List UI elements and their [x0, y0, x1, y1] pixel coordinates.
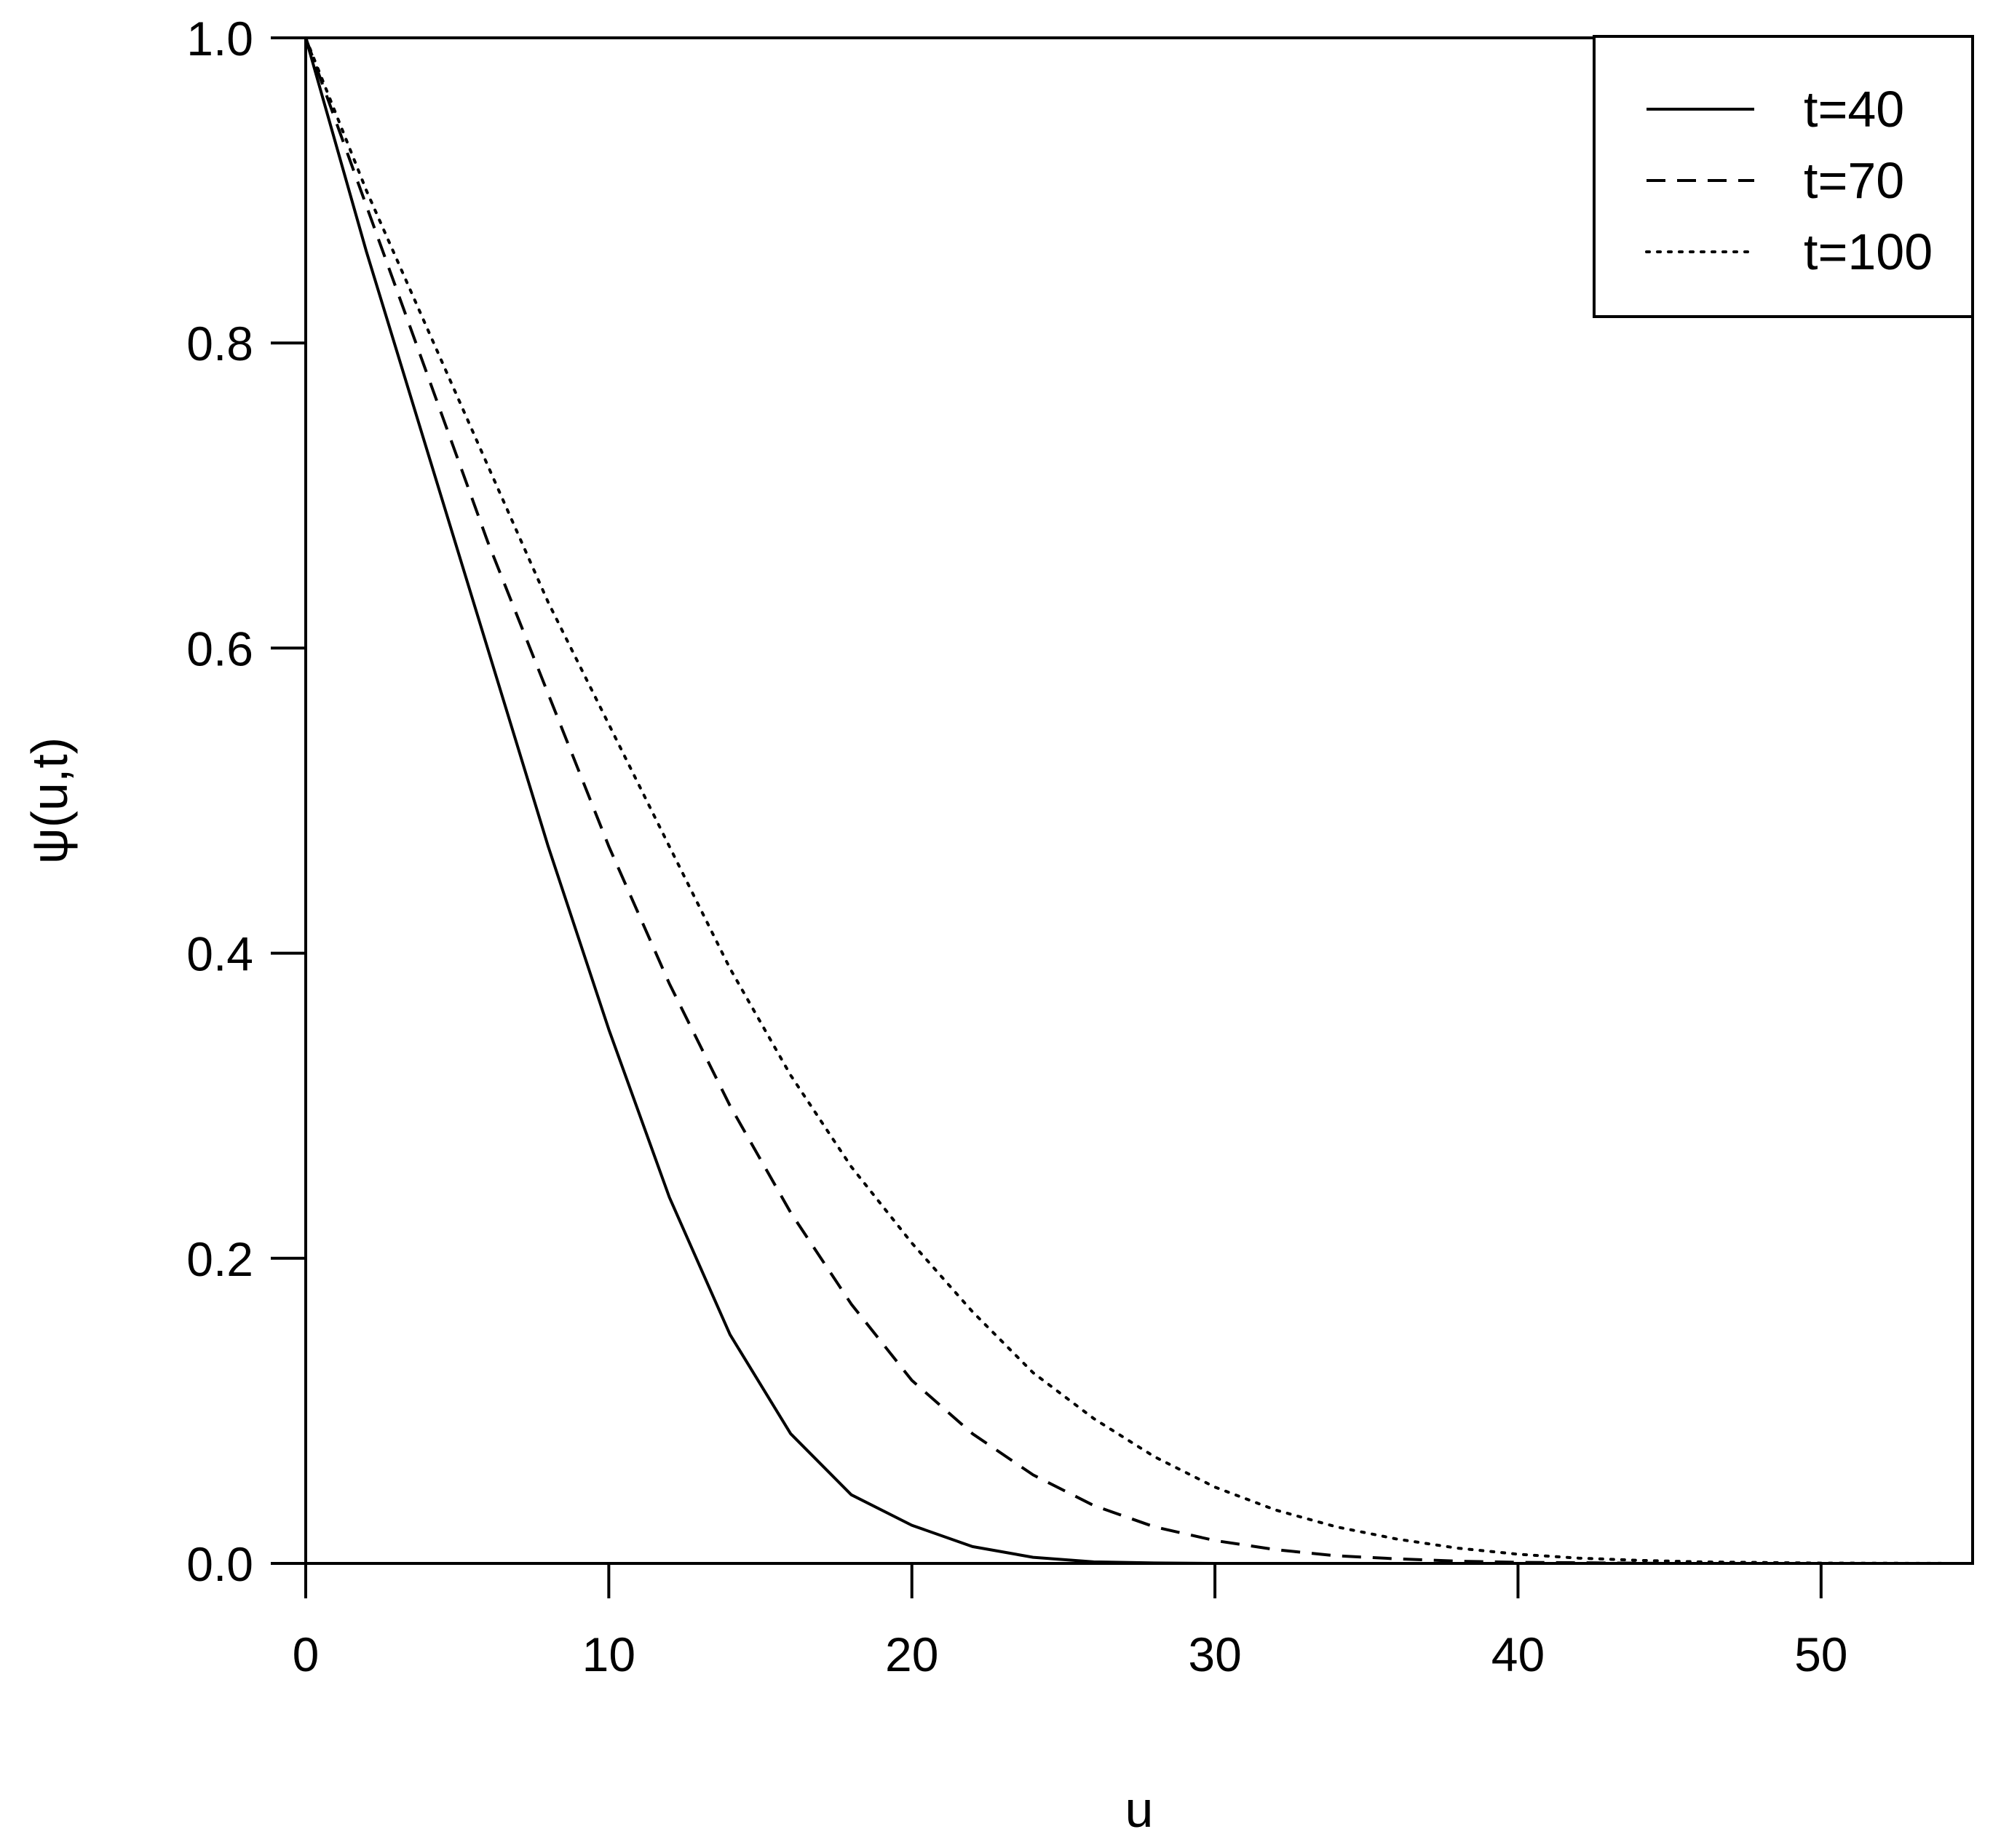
y-tick-label: 0.2	[186, 1232, 253, 1286]
x-axis: 0 10 20 30 40 50	[293, 1562, 1848, 1681]
y-tick-label: 0.6	[186, 622, 253, 675]
y-axis: 0.0 0.2 0.4 0.6 0.8 1.0	[186, 12, 307, 1591]
legend-label: t=100	[1804, 223, 1933, 280]
x-tick-label: 30	[1188, 1627, 1241, 1681]
legend-label: t=70	[1804, 152, 1904, 209]
x-tick-label: 20	[885, 1627, 938, 1681]
y-tick-label: 0.0	[186, 1537, 253, 1591]
y-tick-label: 1.0	[186, 12, 253, 66]
y-tick-label: 0.8	[186, 317, 253, 370]
series-line-t-100	[304, 36, 1974, 1565]
legend-box	[1593, 35, 1974, 318]
legend-label: t=40	[1804, 81, 1904, 138]
x-tick-label: 40	[1491, 1627, 1545, 1681]
x-axis-title: u	[1125, 1781, 1154, 1838]
x-tick-label: 50	[1794, 1627, 1847, 1681]
legend: t=40 t=70 t=100	[1593, 35, 1974, 318]
series-line-t-70	[304, 37, 1973, 1565]
y-tick-label: 0.4	[186, 927, 253, 981]
x-tick-label: 0	[293, 1627, 320, 1681]
x-tick-label: 10	[582, 1627, 635, 1681]
y-axis-title: ψ(u,t)	[21, 737, 78, 864]
